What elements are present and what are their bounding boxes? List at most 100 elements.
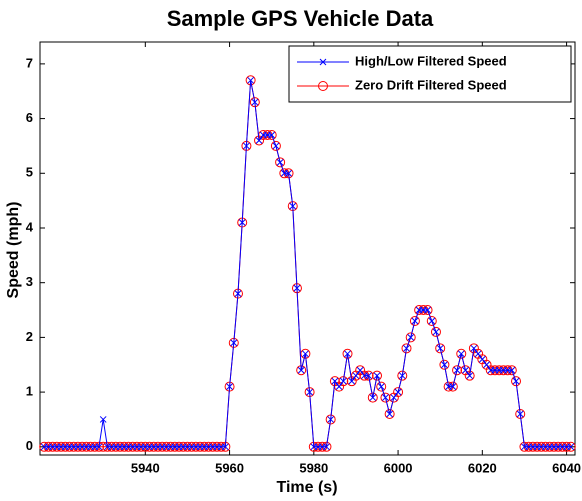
y-tick-label: 5	[26, 165, 33, 180]
point-marker	[441, 361, 448, 369]
y-tick-label: 6	[26, 110, 33, 125]
y-tick-label: 1	[26, 384, 33, 399]
point-marker	[403, 344, 410, 352]
point-marker	[512, 377, 520, 385]
point-marker	[397, 370, 408, 381]
point-marker	[238, 219, 246, 226]
point-marker	[382, 394, 389, 401]
x-tick-label: 6000	[384, 460, 413, 475]
point-marker	[516, 410, 524, 418]
legend-label: High/Low Filtered Speed	[355, 53, 507, 68]
point-marker	[302, 350, 309, 358]
y-tick-label: 4	[26, 219, 34, 234]
point-marker	[369, 394, 377, 401]
point-marker	[428, 317, 436, 325]
point-marker	[464, 370, 475, 381]
point-marker	[356, 366, 364, 374]
legend-label: Zero Drift Filtered Speed	[355, 77, 507, 92]
point-marker	[306, 388, 313, 396]
point-marker	[426, 315, 437, 326]
point-marker	[394, 388, 402, 396]
point-marker	[243, 142, 250, 150]
point-marker	[272, 142, 280, 150]
point-marker	[386, 410, 393, 418]
legend-box	[288, 45, 572, 103]
point-marker	[270, 140, 281, 151]
x-tick-label: 5980	[299, 460, 328, 475]
y-axis-label: Speed (mph)	[5, 202, 22, 299]
point-marker	[409, 315, 420, 326]
point-marker	[365, 372, 372, 380]
point-marker	[432, 328, 440, 336]
point-marker	[456, 348, 467, 359]
point-marker	[331, 377, 339, 385]
point-marker	[439, 359, 450, 370]
point-marker	[323, 443, 330, 451]
point-marker	[289, 202, 297, 210]
y-tick-label: 7	[26, 55, 33, 70]
point-marker	[222, 443, 229, 451]
point-marker	[352, 372, 360, 380]
x-tick-label: 5960	[215, 460, 244, 475]
point-marker	[398, 372, 406, 380]
point-marker	[380, 392, 391, 403]
point-marker	[474, 350, 482, 358]
point-marker	[376, 381, 387, 392]
point-marker	[462, 366, 469, 374]
x-tick-label: 6020	[468, 460, 497, 475]
point-marker	[390, 394, 398, 401]
y-tick-label: 2	[26, 329, 33, 344]
point-marker	[515, 408, 526, 419]
point-marker	[95, 443, 103, 451]
point-marker	[373, 372, 381, 380]
point-marker	[436, 344, 444, 352]
point-marker	[348, 377, 356, 385]
point-marker	[470, 344, 478, 352]
point-marker	[251, 98, 259, 106]
point-marker	[247, 76, 254, 84]
point-marker	[411, 317, 419, 325]
point-marker	[234, 290, 242, 297]
point-marker	[230, 339, 238, 347]
point-marker	[393, 387, 404, 398]
point-marker	[511, 376, 522, 387]
legend-marker	[319, 58, 327, 66]
point-marker	[339, 377, 347, 385]
point-marker	[508, 366, 516, 374]
point-marker	[407, 334, 415, 341]
point-marker	[99, 416, 107, 423]
point-marker	[453, 366, 461, 374]
point-marker	[344, 350, 351, 358]
point-marker	[435, 343, 446, 354]
y-tick-label: 0	[26, 438, 33, 453]
point-marker	[424, 306, 431, 314]
plot-area	[39, 41, 576, 456]
point-marker	[377, 383, 385, 390]
point-marker	[226, 383, 233, 390]
point-marker	[372, 370, 383, 381]
x-axis-label: Time (s)	[276, 479, 337, 496]
point-marker	[567, 443, 575, 451]
point-marker	[384, 408, 395, 419]
point-marker	[452, 365, 463, 376]
point-marker	[466, 372, 474, 380]
point-marker	[275, 157, 286, 168]
point-marker	[430, 326, 441, 337]
point-marker	[338, 376, 349, 387]
point-marker	[268, 131, 276, 139]
point-marker	[367, 392, 378, 403]
point-marker	[342, 348, 353, 359]
point-marker	[255, 137, 263, 144]
legend-marker	[318, 81, 328, 91]
point-marker	[276, 158, 284, 166]
point-marker	[335, 383, 343, 390]
point-marker	[293, 284, 301, 292]
point-marker	[401, 343, 412, 354]
point-marker	[478, 355, 486, 363]
x-tick-label: 6040	[552, 460, 581, 475]
x-tick-label: 5940	[131, 460, 160, 475]
point-marker	[285, 169, 292, 177]
point-marker	[483, 361, 490, 369]
chart-title: Sample GPS Vehicle Data	[167, 6, 434, 31]
